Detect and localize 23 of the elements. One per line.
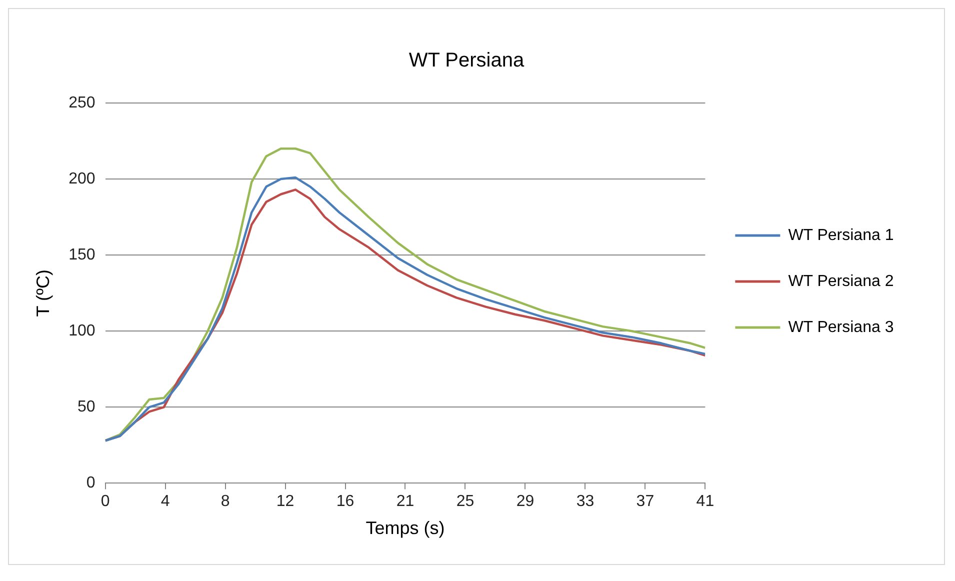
legend-label: WT Persiana 3	[788, 318, 894, 336]
y-tick-label: 50	[78, 398, 96, 416]
legend-label: WT Persiana 2	[788, 272, 894, 290]
y-tick-label: 250	[68, 94, 96, 112]
y-tick-label: 0	[86, 474, 96, 492]
x-tick-label: 25	[456, 493, 474, 510]
x-tick-label: 33	[576, 493, 594, 510]
x-axis-title: Temps (s)	[366, 518, 445, 538]
x-tick-label: 29	[516, 493, 534, 510]
x-tick-label: 0	[100, 493, 110, 510]
chart-title: WT Persiana	[408, 50, 525, 72]
x-tick-label: 12	[276, 493, 294, 510]
x-tick-label: 16	[336, 493, 354, 510]
y-tick-label: 100	[68, 322, 96, 340]
x-tick-label: 21	[396, 493, 414, 510]
y-tick-label: 200	[68, 170, 96, 188]
x-tick-label: 8	[220, 493, 230, 510]
x-tick-label: 4	[160, 493, 170, 510]
x-tick-label: 37	[636, 493, 654, 510]
y-tick-label: 150	[68, 246, 96, 264]
x-tick-label: 41	[696, 493, 714, 510]
y-axis-title: T (ºC)	[32, 269, 53, 317]
legend-label: WT Persiana 1	[788, 226, 894, 244]
